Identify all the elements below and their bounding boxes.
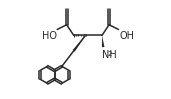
Text: OH: OH <box>119 31 134 41</box>
Text: NH: NH <box>102 50 117 59</box>
Polygon shape <box>102 35 104 47</box>
Text: 2: 2 <box>107 51 112 57</box>
Polygon shape <box>73 35 86 52</box>
Text: HO: HO <box>42 31 57 41</box>
